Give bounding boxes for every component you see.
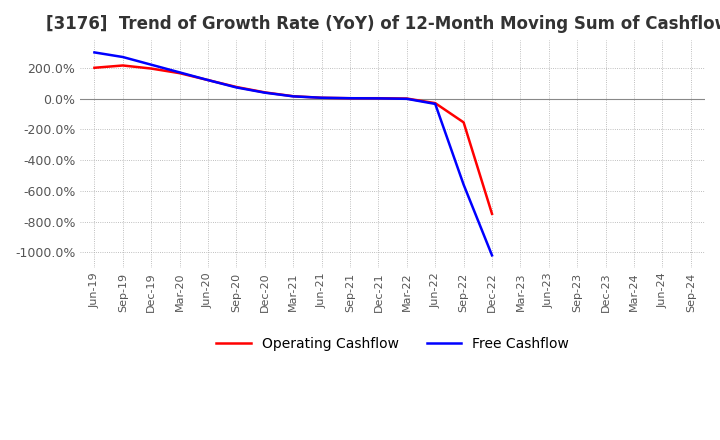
Free Cashflow xyxy=(147,62,156,67)
Free Cashflow xyxy=(374,96,383,101)
Operating Cashflow xyxy=(431,100,439,106)
Operating Cashflow xyxy=(289,94,297,99)
Free Cashflow xyxy=(204,77,212,83)
Free Cashflow xyxy=(402,96,411,102)
Operating Cashflow xyxy=(232,84,240,90)
Free Cashflow xyxy=(119,55,127,60)
Legend: Operating Cashflow, Free Cashflow: Operating Cashflow, Free Cashflow xyxy=(210,331,575,356)
Free Cashflow xyxy=(289,94,297,99)
Free Cashflow xyxy=(261,90,269,95)
Free Cashflow xyxy=(459,182,468,187)
Free Cashflow xyxy=(175,70,184,75)
Operating Cashflow xyxy=(318,95,326,100)
Operating Cashflow xyxy=(204,77,212,83)
Operating Cashflow xyxy=(175,70,184,76)
Title: [3176]  Trend of Growth Rate (YoY) of 12-Month Moving Sum of Cashflows: [3176] Trend of Growth Rate (YoY) of 12-… xyxy=(45,15,720,33)
Operating Cashflow xyxy=(119,63,127,68)
Operating Cashflow xyxy=(346,95,354,101)
Line: Operating Cashflow: Operating Cashflow xyxy=(94,66,492,214)
Operating Cashflow xyxy=(374,95,383,101)
Free Cashflow xyxy=(487,253,496,258)
Free Cashflow xyxy=(90,50,99,55)
Operating Cashflow xyxy=(90,65,99,70)
Operating Cashflow xyxy=(487,211,496,216)
Operating Cashflow xyxy=(459,120,468,125)
Free Cashflow xyxy=(431,101,439,106)
Free Cashflow xyxy=(318,95,326,100)
Operating Cashflow xyxy=(147,66,156,71)
Operating Cashflow xyxy=(261,90,269,95)
Free Cashflow xyxy=(232,85,240,90)
Line: Free Cashflow: Free Cashflow xyxy=(94,52,492,255)
Free Cashflow xyxy=(346,95,354,101)
Operating Cashflow xyxy=(402,96,411,101)
